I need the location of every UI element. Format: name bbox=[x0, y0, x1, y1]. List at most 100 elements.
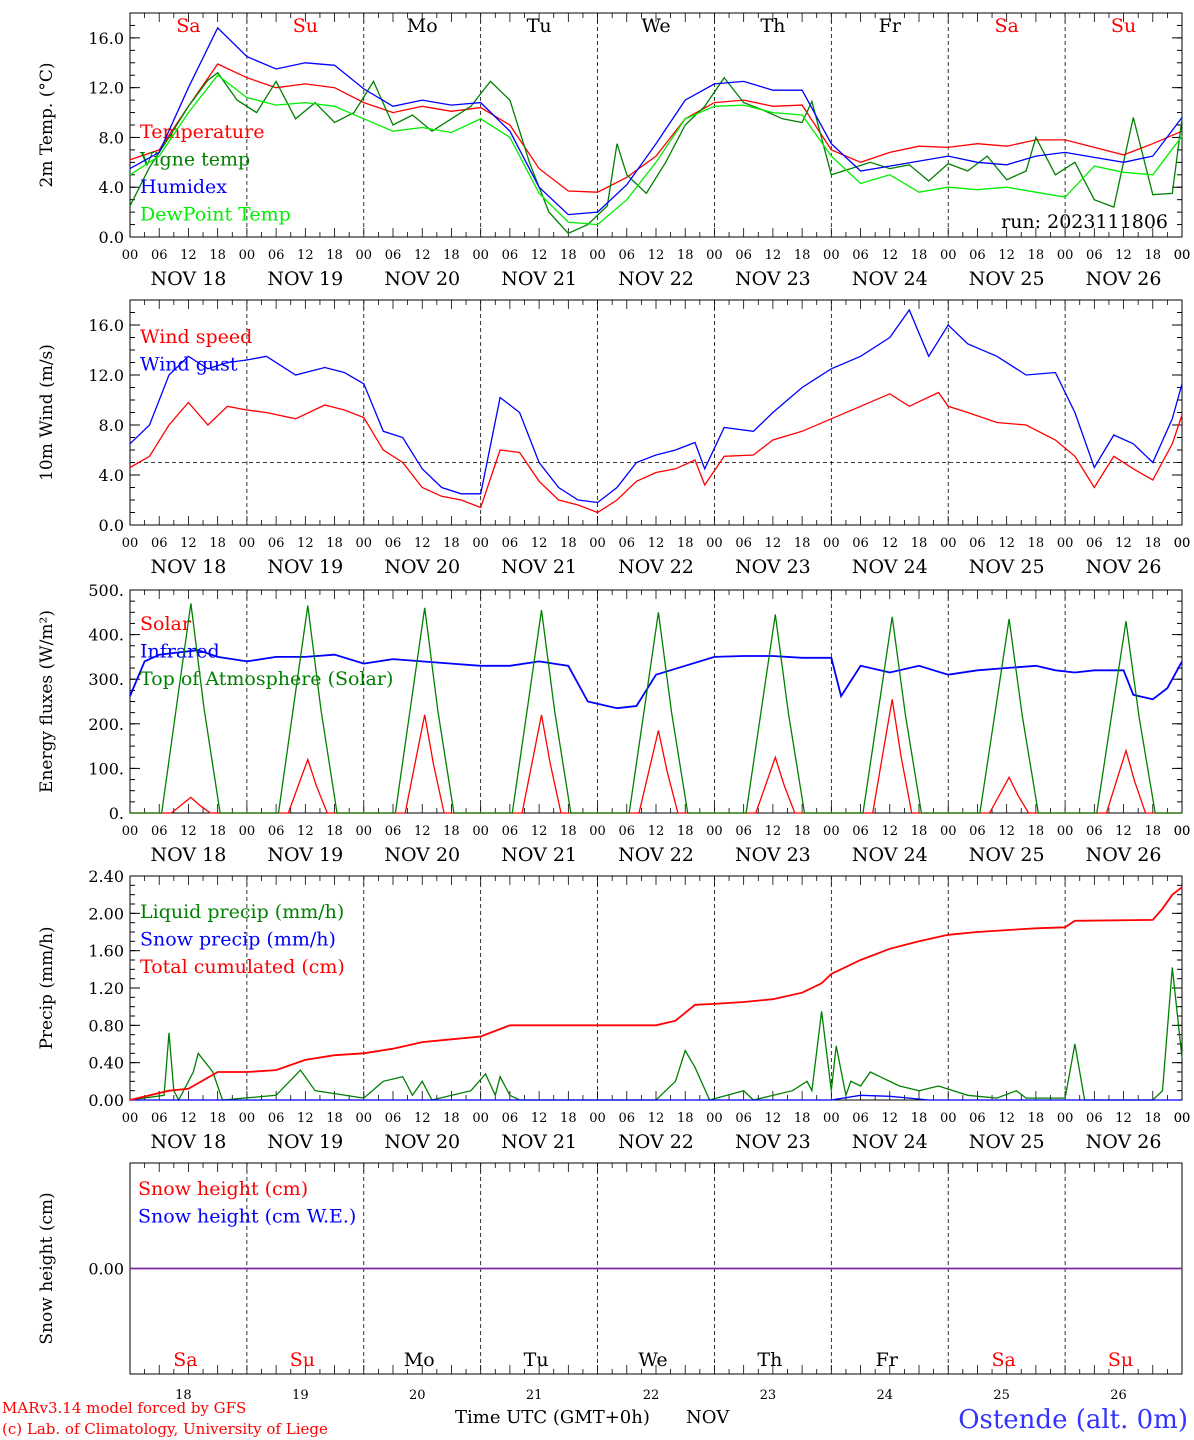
weekday-label: Mo bbox=[404, 1349, 435, 1371]
x-hour-label: 12 bbox=[882, 248, 899, 263]
credit-line-1: MARv3.14 model forced by GFS bbox=[2, 1399, 246, 1417]
x-hour-label: 12 bbox=[414, 536, 431, 551]
x-hour-label: 18 bbox=[326, 536, 343, 551]
series-line bbox=[129, 26, 1183, 216]
x-date-label: NOV 21 bbox=[501, 268, 577, 290]
run-label: run: 2023111806 bbox=[1001, 211, 1168, 233]
x-date-label: NOV 19 bbox=[267, 556, 343, 578]
x-hour-label: 18 bbox=[1028, 536, 1045, 551]
x-hour-label: 12 bbox=[180, 824, 197, 839]
legend-entry: Liquid precip (mm/h) bbox=[140, 901, 344, 923]
weekday-label: Sa bbox=[994, 15, 1018, 37]
x-date-label: NOV 26 bbox=[1086, 268, 1162, 290]
weekday-label: Su bbox=[293, 15, 318, 37]
x-hour-label: 18 bbox=[794, 824, 811, 839]
x-hour-label: 18 bbox=[209, 824, 226, 839]
y-tick-label: 16.0 bbox=[88, 29, 124, 48]
x-date-label: NOV 19 bbox=[267, 268, 343, 290]
series-line bbox=[130, 699, 1182, 814]
x-hour-label: 06 bbox=[619, 824, 636, 839]
x-hour-label: 00 bbox=[706, 248, 723, 263]
x-hour-label: 00 bbox=[1174, 536, 1191, 551]
x-hour-label: 06 bbox=[385, 824, 402, 839]
x-hour-label: 00 bbox=[122, 1111, 139, 1126]
x-hour-label: 18 bbox=[677, 824, 694, 839]
x-hour-label: 00 bbox=[1174, 248, 1191, 263]
legend-entry: Snow height (cm) bbox=[138, 1178, 308, 1200]
x-hour-label: 00 bbox=[472, 824, 489, 839]
x-date-label: NOV 19 bbox=[267, 1131, 343, 1153]
legend-entry: Temperature bbox=[140, 121, 264, 143]
x-hour-label: 18 bbox=[326, 248, 343, 263]
x-hour-label: 00 bbox=[1174, 536, 1191, 551]
x-hour-label: 18 bbox=[326, 824, 343, 839]
weekday-label: Th bbox=[757, 1349, 782, 1371]
x-hour-label: 00 bbox=[239, 536, 256, 551]
x-hour-label: 18 bbox=[560, 1111, 577, 1126]
x-hour-label: 00 bbox=[940, 536, 957, 551]
x-hour-label: 12 bbox=[1115, 1111, 1132, 1126]
weekday-label: Fr bbox=[876, 1349, 899, 1371]
x-hour-label: 06 bbox=[969, 1111, 986, 1126]
x-hour-label: 06 bbox=[1086, 536, 1103, 551]
legend-entry: Infrared bbox=[140, 641, 220, 663]
chart-panel-3: 0. 100. 200. 300. 400. 500. Energy fluxes (W/m… bbox=[37, 581, 1190, 866]
x-date-label: NOV 24 bbox=[852, 268, 928, 290]
x-hour-label: 00 bbox=[1057, 824, 1074, 839]
x-hour-label: 00 bbox=[589, 1111, 606, 1126]
x-hour-label: 18 bbox=[1145, 536, 1162, 551]
x-hour-label: 00 bbox=[589, 248, 606, 263]
x-date-label: NOV 22 bbox=[618, 1131, 694, 1153]
y-tick-label: 12.0 bbox=[88, 79, 124, 98]
x-hour-label: 12 bbox=[765, 248, 782, 263]
x-hour-label: 00 bbox=[472, 248, 489, 263]
x-hour-label: 06 bbox=[969, 248, 986, 263]
series-line bbox=[129, 308, 1183, 504]
x-hour-label: 06 bbox=[502, 824, 519, 839]
x-hour-label: 00 bbox=[239, 824, 256, 839]
legend-entry: Wind gust bbox=[140, 354, 238, 376]
x-hour-label: 00 bbox=[589, 536, 606, 551]
x-hour-label: 12 bbox=[531, 824, 548, 839]
y-tick-label: 100. bbox=[88, 759, 124, 778]
x-hour-label: 12 bbox=[531, 1111, 548, 1126]
y-tick-label: 1.60 bbox=[88, 942, 124, 961]
x-hour-label: 12 bbox=[765, 1111, 782, 1126]
x-hour-label: 12 bbox=[998, 536, 1015, 551]
x-hour-label: 06 bbox=[151, 1111, 168, 1126]
x-hour-label: 12 bbox=[531, 536, 548, 551]
x-hour-label: 18 bbox=[209, 1111, 226, 1126]
x-date-label: NOV 22 bbox=[618, 844, 694, 866]
weekday-label: Th bbox=[760, 15, 785, 37]
legend-entry: Solar bbox=[140, 613, 192, 635]
x-hour-label: 18 bbox=[677, 536, 694, 551]
x-date-label: NOV 20 bbox=[384, 268, 460, 290]
x-hour-label: 06 bbox=[385, 1111, 402, 1126]
x-hour-label: 06 bbox=[268, 248, 285, 263]
x-hour-label: 12 bbox=[414, 1111, 431, 1126]
y-tick-label: 12.0 bbox=[88, 366, 124, 385]
x-day-number: 25 bbox=[993, 1388, 1010, 1403]
x-hour-label: 18 bbox=[1028, 248, 1045, 263]
x-hour-label: 00 bbox=[1057, 248, 1074, 263]
x-hour-label: 00 bbox=[706, 1111, 723, 1126]
x-day-number: 20 bbox=[409, 1388, 426, 1403]
x-date-label: NOV 25 bbox=[969, 268, 1045, 290]
x-hour-label: 18 bbox=[443, 1111, 460, 1126]
x-hour-label: 00 bbox=[1174, 248, 1191, 263]
x-hour-label: 06 bbox=[852, 824, 869, 839]
x-date-label: NOV 21 bbox=[501, 844, 577, 866]
x-hour-label: 12 bbox=[998, 824, 1015, 839]
x-hour-label: 06 bbox=[735, 824, 752, 839]
y-tick-label: 0.00 bbox=[88, 1260, 124, 1279]
x-hour-label: 06 bbox=[385, 536, 402, 551]
x-hour-label: 12 bbox=[1115, 824, 1132, 839]
chart-panel-5: 0.00 Snow height (cm) Snow height (cm) Snow… bbox=[37, 1162, 1183, 1403]
footer: MARv3.14 model forced by GFS (c) Lab. of… bbox=[2, 1399, 1188, 1438]
x-hour-label: 06 bbox=[1086, 248, 1103, 263]
x-day-number: 22 bbox=[643, 1388, 660, 1403]
plot-frame bbox=[129, 299, 1183, 526]
x-hour-label: 18 bbox=[1145, 824, 1162, 839]
x-date-label: NOV 22 bbox=[618, 268, 694, 290]
y-tick-label: 0.00 bbox=[88, 1091, 124, 1110]
